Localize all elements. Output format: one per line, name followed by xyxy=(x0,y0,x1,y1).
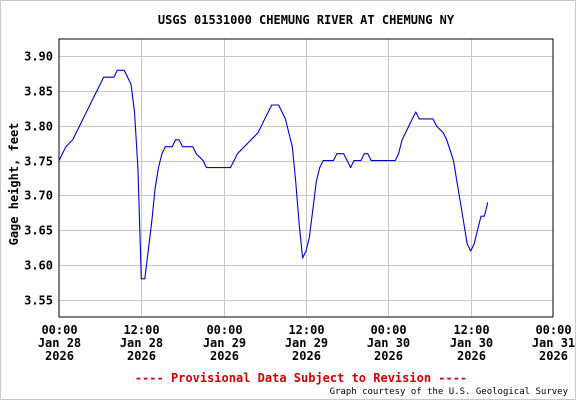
x-tick-label: 12:00 Jan 28 2026 xyxy=(120,323,163,363)
x-tick-label-line: 2026 xyxy=(457,349,486,363)
x-tick-label-line: 00:00 xyxy=(535,323,571,337)
y-tick-label: 3.60 xyxy=(24,259,53,273)
x-tick-label-line: 12:00 xyxy=(453,323,489,337)
x-tick-label-line: Jan 30 xyxy=(367,336,410,350)
x-tick-label-line: Jan 29 xyxy=(203,336,246,350)
x-tick-label-line: 2026 xyxy=(45,349,74,363)
y-tick-label: 3.70 xyxy=(24,189,53,203)
x-tick-label: 12:00 Jan 30 2026 xyxy=(450,323,493,363)
y-tick-label: 3.85 xyxy=(24,85,53,99)
x-tick-label: 00:00 Jan 29 2026 xyxy=(203,323,246,363)
x-tick-label-line: 00:00 xyxy=(206,323,242,337)
x-tick-label-line: 2026 xyxy=(127,349,156,363)
x-tick-label-line: Jan 28 xyxy=(38,336,81,350)
x-tick-label: 12:00 Jan 29 2026 xyxy=(285,323,328,363)
x-tick-label-line: Jan 31 xyxy=(532,336,575,350)
x-tick-label-line: Jan 30 xyxy=(450,336,493,350)
x-tick-label-line: 00:00 xyxy=(41,323,77,337)
x-tick-label-line: 2026 xyxy=(292,349,321,363)
grid-layer xyxy=(59,39,553,317)
x-tick-label-line: 12:00 xyxy=(123,323,159,337)
x-tick-label: 00:00 Jan 31 2026 xyxy=(532,323,575,363)
y-tick-label: 3.80 xyxy=(24,120,53,134)
y-axis-ticks: 3.55 3.60 3.65 3.70 3.75 3.80 3.85 3.90 xyxy=(24,50,53,308)
provisional-notice: ---- Provisional Data Subject to Revisio… xyxy=(135,371,467,385)
plot-frame xyxy=(58,38,554,318)
x-tick-label-line: Jan 29 xyxy=(285,336,328,350)
y-tick-label: 3.90 xyxy=(24,50,53,64)
x-tick-label-line: 2026 xyxy=(539,349,568,363)
x-tick-label-line: Jan 28 xyxy=(120,336,163,350)
y-tick-label: 3.75 xyxy=(24,155,53,169)
usgs-credit: Graph courtesy of the U.S. Geological Su… xyxy=(330,387,569,397)
chart-title: USGS 01531000 CHEMUNG RIVER AT CHEMUNG N… xyxy=(158,13,455,27)
x-tick-label: 00:00 Jan 30 2026 xyxy=(367,323,410,363)
x-tick-label-line: 12:00 xyxy=(288,323,324,337)
y-axis-label: Gage height, feet xyxy=(7,123,21,246)
x-tick-label-line: 2026 xyxy=(374,349,403,363)
x-tick-label-line: 2026 xyxy=(210,349,239,363)
series-line xyxy=(58,69,489,280)
x-tick-label: 00:00 Jan 28 2026 xyxy=(38,323,81,363)
series-layer xyxy=(58,69,489,280)
y-tick-label: 3.65 xyxy=(24,224,53,238)
y-tick-label: 3.55 xyxy=(24,294,53,308)
x-tick-label-line: 00:00 xyxy=(370,323,406,337)
